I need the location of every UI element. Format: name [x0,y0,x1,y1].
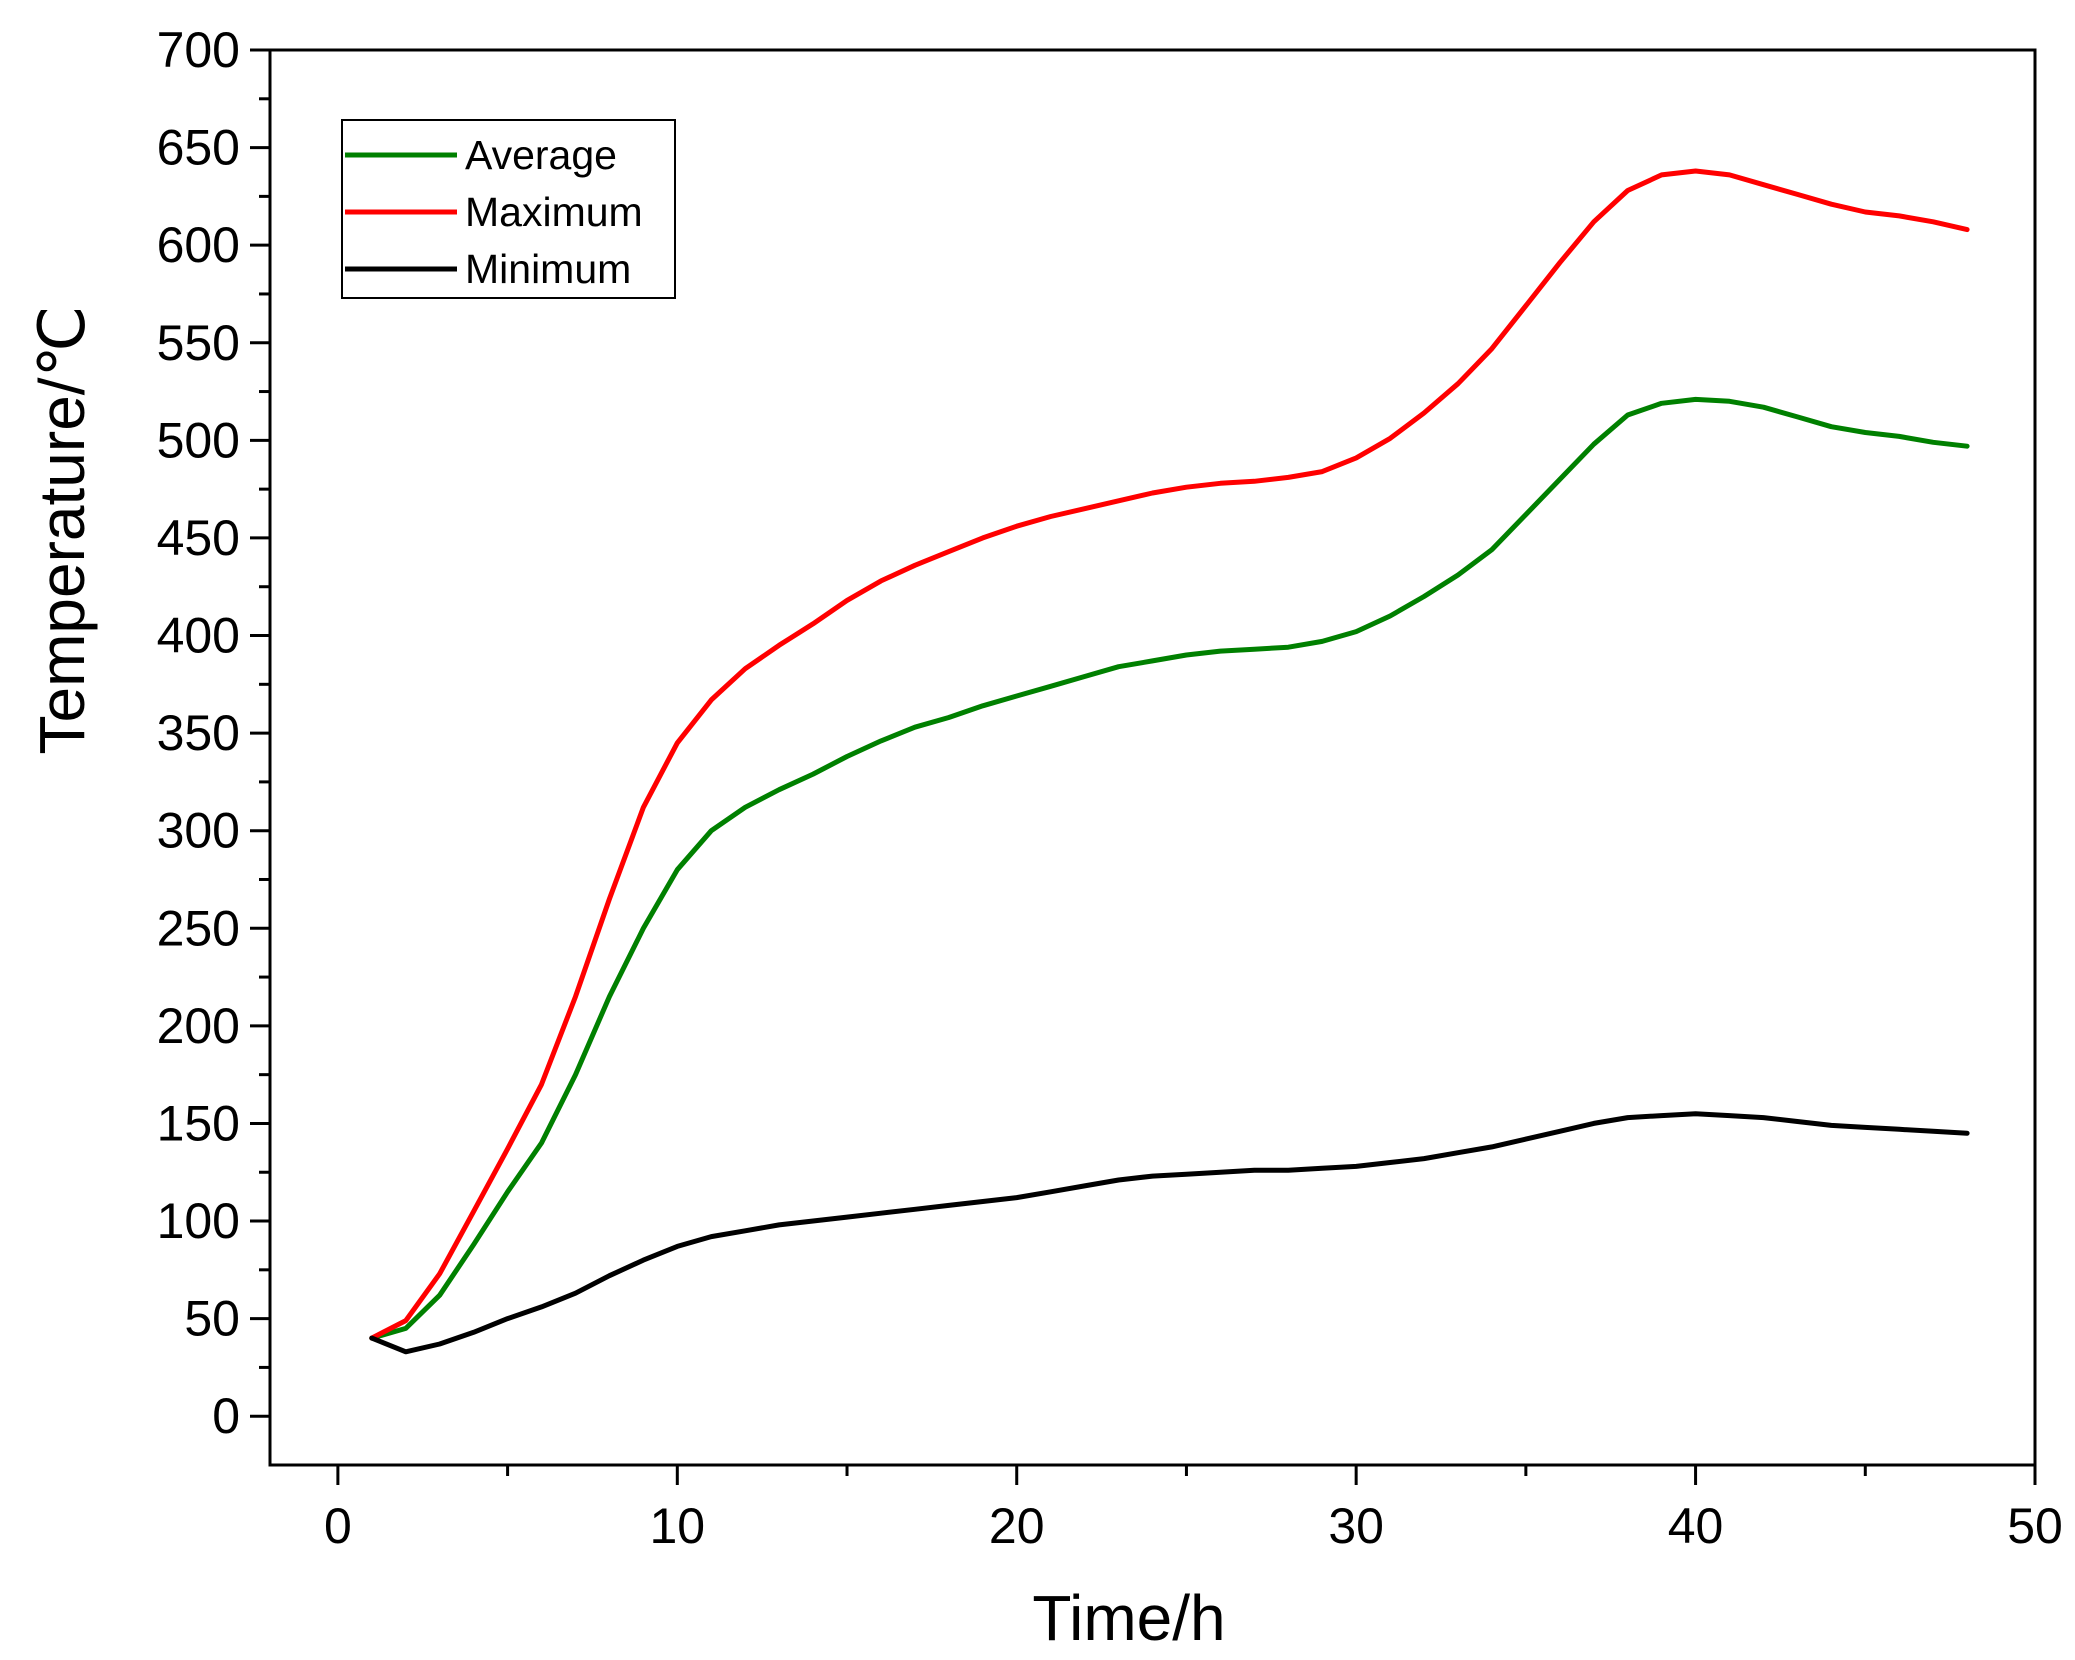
x-axis-title: Time/h [1032,1582,1225,1654]
y-tick-label: 400 [157,608,240,664]
series-line-minimum [369,1111,1970,1355]
y-tick-label: 600 [157,217,240,273]
y-tick-label: 50 [184,1291,240,1347]
x-tick-label: 30 [1328,1498,1384,1554]
y-axis-title: Temperature/℃ [26,306,98,755]
y-tick-label: 250 [157,900,240,956]
legend: Average Maximum Minimum [341,119,676,299]
series-layer [369,168,1970,1355]
y-tick-label: 300 [157,803,240,859]
x-tick-label: 10 [649,1498,705,1554]
y-tick-label: 350 [157,705,240,761]
x-axis: 0 10 20 30 40 50 [324,1465,2063,1554]
y-tick-label: 200 [157,998,240,1054]
legend-label-maximum: Maximum [465,189,643,235]
y-tick-label: 650 [157,120,240,176]
y-tick-label: 550 [157,315,240,371]
y-tick-label: 150 [157,1095,240,1151]
plot-frame [268,48,2037,1467]
x-tick-label: 0 [324,1498,352,1554]
legend-label-average: Average [465,132,617,178]
x-tick-label: 40 [1668,1498,1724,1554]
series-line-average [369,396,1970,1341]
x-tick-label: 50 [2007,1498,2063,1554]
y-axis: 0 50 100 150 200 250 300 350 400 450 500 550 600 650 7… [157,22,270,1444]
series-line-maximum [369,168,1970,1341]
x-tick-label: 20 [989,1498,1045,1554]
y-tick-label: 100 [157,1193,240,1249]
y-tick-label: 0 [212,1388,240,1444]
y-tick-label: 450 [157,510,240,566]
legend-label-minimum: Minimum [465,246,631,292]
y-tick-label: 500 [157,412,240,468]
y-tick-label: 700 [157,22,240,78]
